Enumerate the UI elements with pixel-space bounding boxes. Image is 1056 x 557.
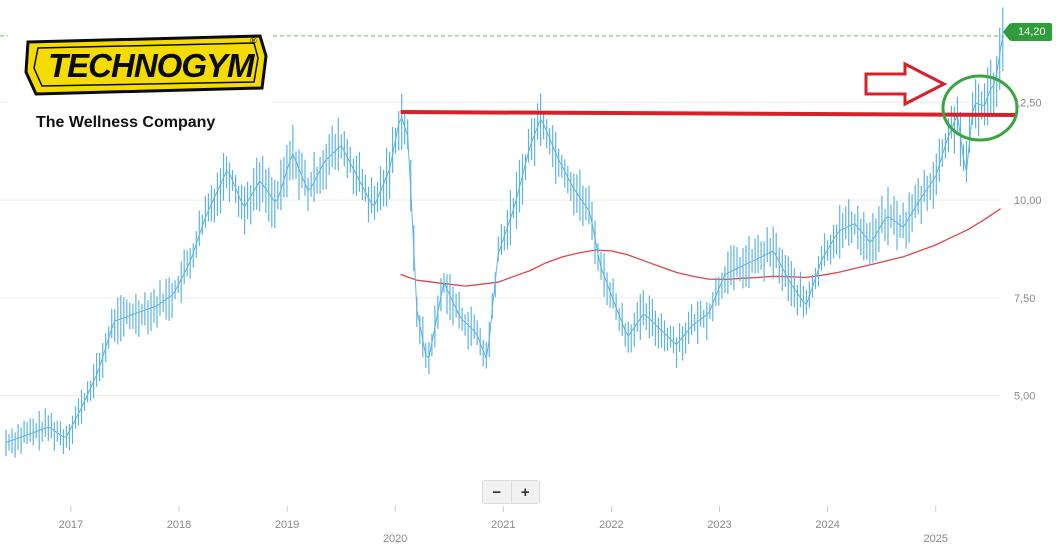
x-tick-label: 2018 (167, 519, 191, 531)
x-tick-label: 2021 (491, 519, 515, 531)
zoom-controls: − + (482, 480, 540, 504)
x-axis-ticks: 2017 2018 2019 2020 2021 2022 2023 2024 2025 (59, 506, 948, 545)
zoom-in-button[interactable]: + (520, 483, 530, 501)
y-axis-ticks: 5,00 7,50 10,00 12,50 (1014, 97, 1042, 402)
x-tick-label: 2019 (275, 519, 299, 531)
highlight-circle (941, 74, 1019, 142)
arrow-annotation (864, 61, 948, 107)
x-tick-label: 2025 (923, 533, 947, 545)
logo-registered: ® (250, 36, 257, 46)
moving-average-series (400, 208, 1001, 287)
y-tick-label: 5,00 (1014, 391, 1035, 403)
x-tick-label: 2022 (599, 519, 623, 531)
last-price-badge: 14,20 (1003, 23, 1052, 41)
y-tick-label: 12,50 (1014, 97, 1042, 109)
x-tick-label: 2023 (707, 519, 731, 531)
x-tick-label: 2024 (815, 519, 839, 531)
resistance-line (400, 110, 1017, 118)
x-tick-label: 2017 (59, 519, 83, 531)
zoom-out-button[interactable]: − (483, 481, 512, 503)
annotations (400, 61, 1019, 142)
logo: TECHNOGYM ® The Wellness Company (8, 28, 272, 138)
x-tick-label: 2020 (383, 533, 407, 545)
moving-average-line (400, 208, 1001, 287)
logo-brand: TECHNOGYM (48, 47, 255, 84)
y-tick-label: 7,50 (1014, 293, 1035, 305)
price-series (5, 7, 1004, 458)
logo-plate (24, 34, 268, 96)
price-line (5, 35, 1004, 443)
logo-tagline: The Wellness Company (36, 114, 216, 131)
y-tick-label: 10,00 (1014, 195, 1042, 207)
